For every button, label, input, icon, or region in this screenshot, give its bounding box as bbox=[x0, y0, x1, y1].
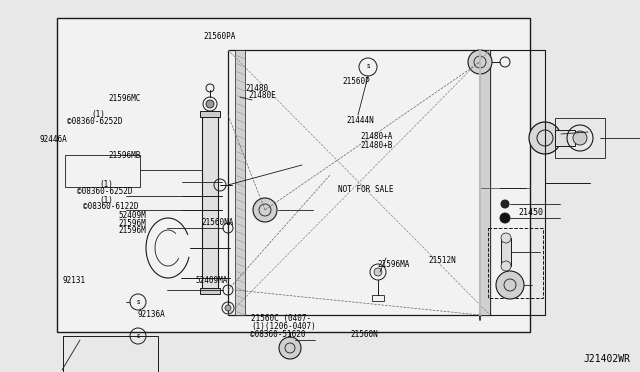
Circle shape bbox=[500, 213, 510, 223]
Circle shape bbox=[496, 271, 524, 299]
Bar bbox=[555, 130, 575, 146]
Text: 21560PA: 21560PA bbox=[204, 32, 236, 41]
Bar bbox=[200, 288, 220, 294]
Text: 21480E: 21480E bbox=[248, 92, 276, 100]
Circle shape bbox=[374, 268, 382, 276]
Text: 21596M: 21596M bbox=[118, 226, 146, 235]
Circle shape bbox=[501, 261, 511, 271]
Text: (1)(1206-0407): (1)(1206-0407) bbox=[251, 322, 316, 331]
Bar bbox=[235, 50, 245, 315]
Circle shape bbox=[253, 198, 277, 222]
Text: 21480+B: 21480+B bbox=[360, 141, 393, 150]
Text: 21596MC: 21596MC bbox=[109, 94, 141, 103]
Text: 52409M: 52409M bbox=[118, 211, 146, 220]
Text: S: S bbox=[366, 64, 370, 70]
Text: (1): (1) bbox=[99, 180, 113, 189]
Text: 21596MB: 21596MB bbox=[109, 151, 141, 160]
Circle shape bbox=[501, 200, 509, 208]
Text: 21560NA: 21560NA bbox=[202, 218, 234, 227]
Text: (1): (1) bbox=[99, 196, 113, 205]
Text: 92131: 92131 bbox=[63, 276, 86, 285]
Bar bbox=[501, 238, 511, 266]
Text: 21596M: 21596M bbox=[118, 219, 146, 228]
Text: 21480: 21480 bbox=[246, 84, 269, 93]
Text: 21560N: 21560N bbox=[351, 330, 378, 339]
Text: ©08360-6252D: ©08360-6252D bbox=[67, 117, 122, 126]
Bar bbox=[200, 111, 220, 117]
Bar bbox=[488, 228, 543, 298]
Text: 21560C (0407-: 21560C (0407- bbox=[251, 314, 311, 323]
Circle shape bbox=[206, 100, 214, 108]
Text: 21512N: 21512N bbox=[429, 256, 456, 265]
Bar bbox=[480, 50, 490, 315]
Text: J21402WR: J21402WR bbox=[583, 354, 630, 364]
Text: 21480+A: 21480+A bbox=[360, 132, 393, 141]
Bar bbox=[65, 155, 140, 187]
Bar bbox=[228, 50, 490, 315]
Text: S: S bbox=[136, 334, 140, 339]
Circle shape bbox=[468, 50, 492, 74]
Bar bbox=[202, 115, 218, 290]
Bar bbox=[555, 118, 605, 158]
Circle shape bbox=[573, 131, 587, 145]
Circle shape bbox=[529, 122, 561, 154]
Text: NOT FOR SALE: NOT FOR SALE bbox=[338, 185, 394, 194]
Text: ©08360-51620: ©08360-51620 bbox=[250, 330, 305, 339]
Bar bbox=[372, 295, 384, 301]
Text: 52409MA: 52409MA bbox=[195, 276, 228, 285]
Bar bbox=[63, 336, 158, 372]
Text: 21444N: 21444N bbox=[347, 116, 374, 125]
Text: 92136A: 92136A bbox=[138, 310, 165, 319]
Text: 21596MA: 21596MA bbox=[378, 260, 410, 269]
Bar bbox=[57, 18, 530, 332]
Text: (1): (1) bbox=[91, 110, 105, 119]
Text: ©08360-6252D: ©08360-6252D bbox=[77, 187, 132, 196]
Circle shape bbox=[501, 233, 511, 243]
Circle shape bbox=[279, 337, 301, 359]
Text: 21450: 21450 bbox=[518, 208, 543, 217]
Text: 21560P: 21560P bbox=[342, 77, 370, 86]
Text: ©08360-6122D: ©08360-6122D bbox=[83, 202, 139, 211]
Text: 92446A: 92446A bbox=[40, 135, 67, 144]
Circle shape bbox=[225, 305, 231, 311]
Text: S: S bbox=[136, 299, 140, 305]
